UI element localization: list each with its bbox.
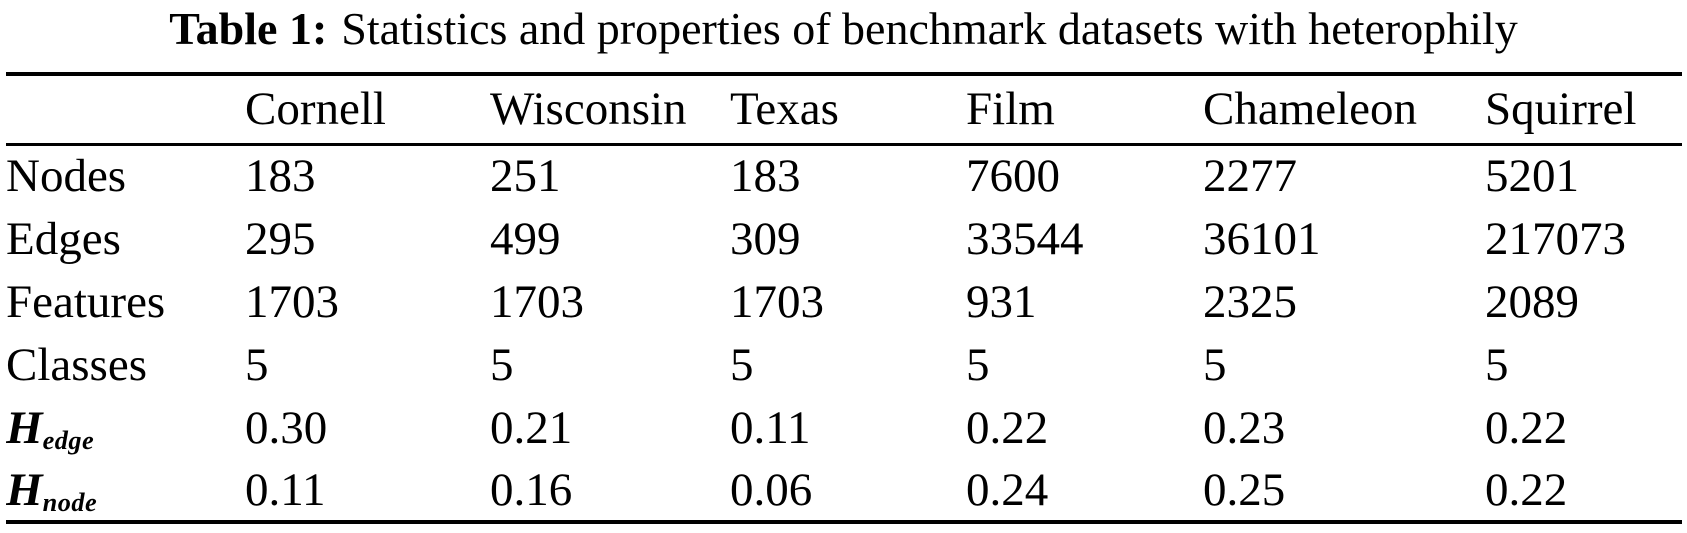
h-subscript-node: node xyxy=(42,488,98,518)
table-caption: Table 1: Statistics and properties of ben… xyxy=(0,0,1687,72)
table-cell: 499 xyxy=(490,212,561,265)
table-cell: 5201 xyxy=(1485,150,1579,203)
header-row: Cornell Wisconsin Texas Film Chameleon S… xyxy=(6,74,1682,146)
table-cell: 931 xyxy=(966,275,1037,328)
table-cell: 0.22 xyxy=(966,401,1049,454)
h-symbol: H xyxy=(6,401,43,454)
table-caption-label: Table 1: xyxy=(169,3,328,54)
row-label-h-node: Hnode xyxy=(6,459,245,522)
row-label-features: Features xyxy=(6,275,166,328)
row-label-edges: Edges xyxy=(6,212,121,265)
table-row-nodes: Nodes 183 251 183 7600 2277 5201 xyxy=(6,144,1682,207)
table-cell: 33544 xyxy=(966,212,1084,265)
table-cell: 1703 xyxy=(490,275,584,328)
column-header-cornell: Cornell xyxy=(245,74,490,146)
table-cell: 0.06 xyxy=(730,463,813,516)
column-header-wisconsin: Wisconsin xyxy=(490,74,730,146)
h-subscript-edge: edge xyxy=(42,426,95,456)
table-cell: 5 xyxy=(730,338,754,391)
corner-cell xyxy=(6,74,245,146)
column-header-film: Film xyxy=(966,74,1203,146)
row-label-classes: Classes xyxy=(6,338,147,391)
table-cell: 295 xyxy=(245,212,316,265)
table-row-edges: Edges 295 499 309 33544 36101 217073 xyxy=(6,207,1682,270)
table-cell: 5 xyxy=(1485,338,1509,391)
table-cell: 5 xyxy=(1203,338,1227,391)
table-cell: 309 xyxy=(730,212,801,265)
table-cell: 2277 xyxy=(1203,150,1297,203)
table-cell: 1703 xyxy=(245,275,339,328)
table-cell: 183 xyxy=(245,150,316,203)
table-cell: 0.25 xyxy=(1203,463,1286,516)
table-cell: 217073 xyxy=(1485,212,1626,265)
row-label-nodes: Nodes xyxy=(6,150,127,203)
table-cell: 2325 xyxy=(1203,275,1297,328)
column-header-texas: Texas xyxy=(730,74,966,146)
table-cell: 0.22 xyxy=(1485,463,1568,516)
table-cell: 1703 xyxy=(730,275,824,328)
table-row-h-node: Hnode 0.11 0.16 0.06 0.24 0.25 0.22 xyxy=(6,459,1682,522)
table-cell: 0.21 xyxy=(490,401,573,454)
table-cell: 7600 xyxy=(966,150,1060,203)
table-cell: 5 xyxy=(966,338,990,391)
benchmark-datasets-table: Cornell Wisconsin Texas Film Chameleon S… xyxy=(6,72,1682,524)
table-caption-text: Statistics and properties of benchmark d… xyxy=(341,3,1518,54)
table-cell: 0.11 xyxy=(245,463,326,516)
column-header-squirrel: Squirrel xyxy=(1485,74,1682,146)
row-label-h-edge: Hedge xyxy=(6,396,245,459)
table-cell: 0.23 xyxy=(1203,401,1286,454)
table-cell: 36101 xyxy=(1203,212,1321,265)
table-cell: 251 xyxy=(490,150,561,203)
table-cell: 0.11 xyxy=(730,401,811,454)
table-cell: 0.30 xyxy=(245,401,328,454)
h-symbol: H xyxy=(6,463,43,516)
table-cell: 2089 xyxy=(1485,275,1579,328)
table-cell: 183 xyxy=(730,150,801,203)
table-cell: 0.22 xyxy=(1485,401,1568,454)
table-cell: 5 xyxy=(245,338,269,391)
table-cell: 0.24 xyxy=(966,463,1049,516)
table-row-classes: Classes 5 5 5 5 5 5 xyxy=(6,333,1682,396)
table-row-features: Features 1703 1703 1703 931 2325 2089 xyxy=(6,270,1682,333)
table-cell: 0.16 xyxy=(490,463,573,516)
table-row-h-edge: Hedge 0.30 0.21 0.11 0.22 0.23 0.22 xyxy=(6,396,1682,459)
column-header-chameleon: Chameleon xyxy=(1203,74,1485,146)
table-cell: 5 xyxy=(490,338,514,391)
